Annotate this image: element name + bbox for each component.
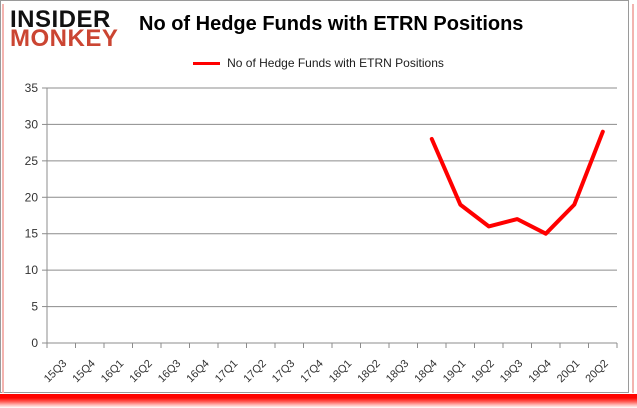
x-tick-label: 18Q4 [412,358,440,386]
x-tick-label: 18Q1 [327,358,355,386]
y-tick-label: 5 [31,300,38,314]
y-tick-label: 15 [25,227,39,241]
page-title: No of Hedge Funds with ETRN Positions [139,13,524,35]
legend-label: No of Hedge Funds with ETRN Positions [227,56,444,70]
legend-line-swatch [193,61,221,65]
logo-insider-text: INSIDER [10,6,111,33]
x-tick-label: 17Q1 [213,358,241,386]
red-glow-right [632,4,634,393]
y-tick-label: 20 [25,190,39,204]
y-tick-label: 35 [25,81,39,95]
insider-monkey-logo: INSIDER MONKEY [10,6,119,52]
chart-legend: No of Hedge Funds with ETRN Positions [0,56,637,70]
x-tick-label: 19Q2 [469,358,497,386]
x-tick-label: 15Q3 [42,358,70,386]
x-tick-label: 17Q4 [298,358,326,386]
x-tick-label: 19Q1 [441,358,469,386]
x-tick-label: 19Q3 [498,358,526,386]
y-tick-label: 30 [25,117,39,131]
x-tick-label: 18Q2 [355,358,383,386]
etrn-series-line [429,129,605,236]
x-tick-label: 18Q3 [384,358,412,386]
x-tick-label: 16Q3 [156,358,184,386]
x-tick-label: 16Q1 [99,358,127,386]
x-tick-label: 20Q1 [555,358,583,386]
x-tick-label: 20Q2 [583,358,611,386]
red-glow-left [2,4,4,393]
x-tick-label: 17Q3 [270,358,298,386]
y-tick-label: 25 [25,154,39,168]
x-tick-label: 19Q4 [526,358,554,386]
y-tick-label: 0 [31,336,38,350]
x-tick-label: 16Q4 [184,358,212,386]
x-tick-label: 17Q2 [241,358,269,386]
x-tick-label: 15Q4 [70,358,98,386]
red-glow-bottom [0,394,637,408]
logo-monkey-text: MONKEY [10,25,119,52]
y-tick-label: 10 [25,263,39,277]
x-tick-label: 16Q2 [127,358,155,386]
